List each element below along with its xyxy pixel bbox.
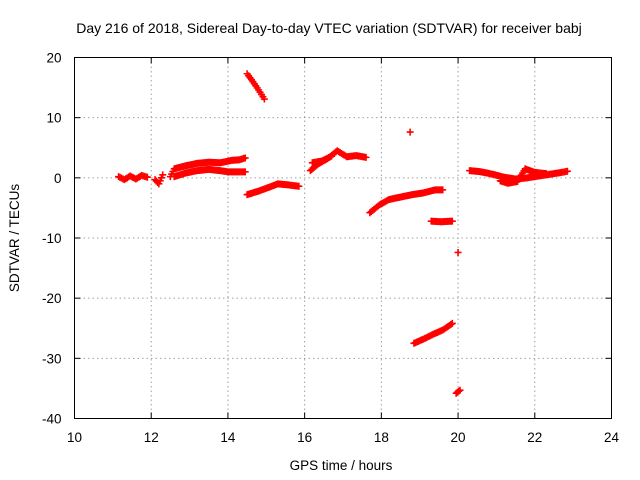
x-tick-label: 24 (604, 430, 620, 445)
data-point (362, 153, 370, 161)
data-point (447, 320, 455, 328)
data-point (241, 154, 249, 162)
y-axis-label: SDTVAR / TECUs (7, 184, 22, 293)
data-point (448, 319, 456, 327)
x-axis-label: GPS time / hours (290, 458, 393, 473)
data-point (542, 170, 550, 178)
y-tick-labels: 20 10 0 -10 -20 -30 -40 (42, 51, 62, 427)
data-point (563, 167, 571, 175)
data-points (115, 70, 571, 397)
data-point (454, 248, 462, 256)
data-point (159, 171, 167, 179)
x-tick-label: 16 (297, 430, 312, 445)
data-point (456, 386, 464, 394)
data-point (439, 186, 447, 194)
x-tick-labels: 10 12 14 16 18 20 22 24 (67, 430, 620, 445)
data-point (406, 128, 414, 136)
x-tick-label: 10 (67, 430, 82, 445)
x-tick-label: 18 (374, 430, 389, 445)
x-tick-label: 12 (144, 430, 159, 445)
data-point (448, 217, 456, 225)
x-tick-label: 22 (527, 430, 542, 445)
grid (74, 57, 612, 419)
data-point (241, 168, 249, 176)
data-point (260, 95, 268, 103)
y-tick-label: 20 (46, 51, 61, 66)
axis-ticks (74, 57, 612, 419)
y-tick-label: 10 (46, 111, 61, 126)
y-tick-label: 0 (54, 171, 62, 186)
y-tick-label: -10 (42, 231, 62, 246)
y-tick-label: -20 (42, 291, 62, 306)
y-tick-label: -30 (42, 351, 62, 366)
plot-frame (74, 57, 612, 419)
chart-title: Day 216 of 2018, Sidereal Day-to-day VTE… (76, 20, 582, 36)
data-point (455, 387, 463, 395)
data-point (327, 152, 335, 160)
data-point (143, 173, 151, 181)
x-tick-label: 14 (220, 430, 236, 445)
y-tick-label: -40 (42, 412, 62, 427)
data-point (295, 182, 303, 190)
x-tick-label: 20 (451, 430, 466, 445)
